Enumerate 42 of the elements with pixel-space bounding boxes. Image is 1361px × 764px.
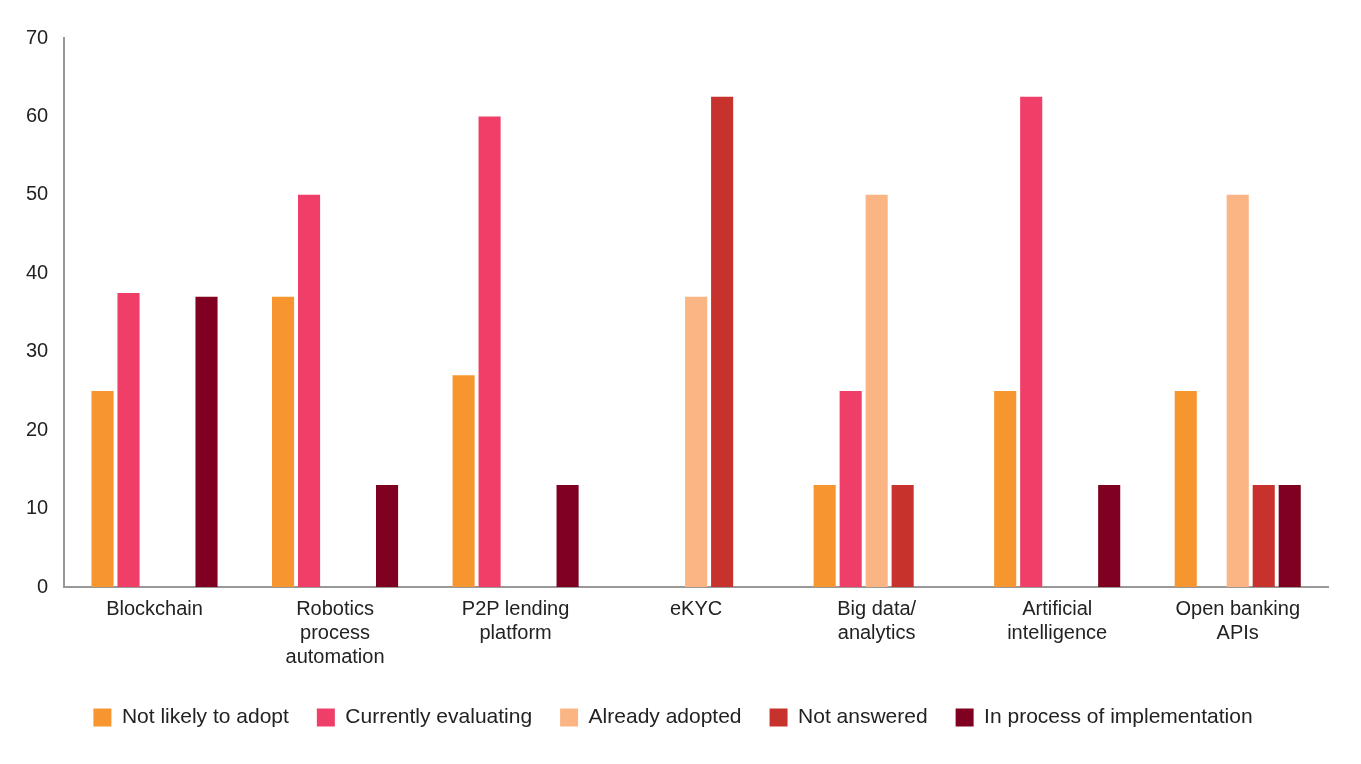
- y-tick-label: 10: [26, 496, 49, 519]
- bar: [1174, 390, 1197, 587]
- bar: [1252, 485, 1275, 587]
- legend-label: Not answered: [798, 704, 928, 728]
- y-tick-label: 30: [26, 339, 49, 362]
- x-tick-label: Robotics process automation: [285, 596, 385, 667]
- x-tick-label: Artificial intelligence: [1007, 596, 1108, 643]
- bar: [1020, 96, 1043, 587]
- y-tick-label: 40: [26, 260, 49, 283]
- y-tick-label: 0: [37, 574, 49, 597]
- x-tick-label: Big data/ analytics: [837, 596, 917, 643]
- bar: [478, 116, 501, 587]
- bar: [298, 194, 321, 587]
- y-tick-label: 70: [26, 25, 49, 48]
- bar: [117, 292, 140, 587]
- y-tick-label: 50: [26, 182, 49, 205]
- bar: [994, 390, 1017, 587]
- y-tick-label: 60: [26, 103, 49, 126]
- bar: [1226, 194, 1249, 587]
- bar: [813, 485, 836, 587]
- bar: [1098, 485, 1121, 587]
- legend-label: Not likely to adopt: [121, 704, 289, 728]
- x-tick-label: Blockchain: [106, 596, 203, 619]
- bar: [839, 390, 862, 587]
- x-tick-label: Open banking APIs: [1175, 596, 1301, 643]
- bar: [685, 296, 708, 587]
- legend-label: Already adopted: [588, 704, 742, 728]
- bar: [195, 296, 218, 587]
- bar: [1278, 485, 1301, 587]
- bar: [272, 296, 295, 587]
- bar: [376, 485, 399, 587]
- x-tick-label: eKYC: [670, 596, 723, 619]
- bar: [91, 390, 114, 587]
- legend-label: Currently evaluating: [345, 704, 533, 728]
- bar: [452, 375, 475, 587]
- x-tick-label: P2P lending platform: [461, 596, 570, 643]
- bar: [865, 194, 888, 587]
- y-tick-label: 20: [26, 417, 49, 440]
- bar: [711, 96, 734, 587]
- legend-label: In process of implementation: [984, 704, 1253, 728]
- bar: [891, 485, 914, 587]
- bar: [556, 485, 579, 587]
